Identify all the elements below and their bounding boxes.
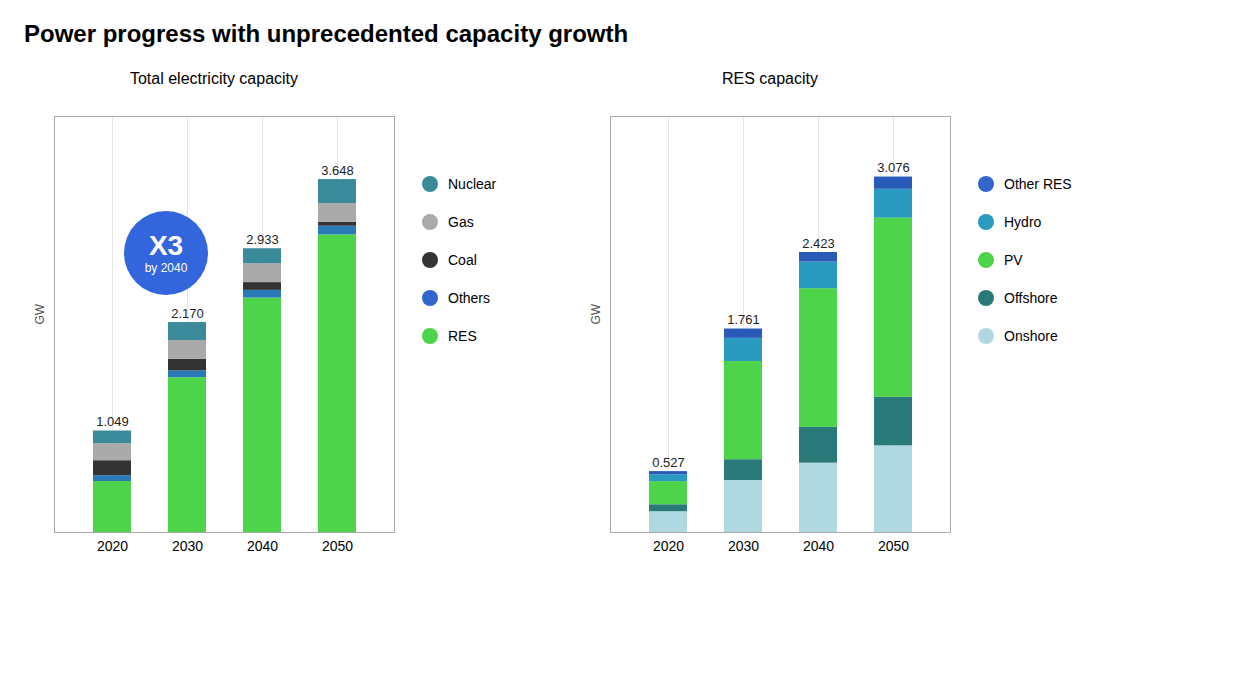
svg-text:2040: 2040	[803, 538, 834, 554]
svg-text:3.648: 3.648	[321, 163, 354, 178]
html-text:PV: PV	[1004, 252, 1023, 268]
svg-text:2020: 2020	[97, 538, 128, 554]
html-text:Others: Others	[448, 290, 490, 306]
html-text:Hydro: Hydro	[1004, 214, 1042, 230]
svg-text:2050: 2050	[322, 538, 353, 554]
html-text:RES: RES	[448, 328, 477, 344]
html-text:Other RES: Other RES	[1004, 176, 1072, 192]
html-text:Onshore: Onshore	[1004, 328, 1058, 344]
svg-text:3.076: 3.076	[877, 160, 910, 175]
svg-text:2.170: 2.170	[171, 306, 204, 321]
svg-text:0.527: 0.527	[652, 455, 685, 470]
svg-text:2040: 2040	[247, 538, 278, 554]
svg-text:2030: 2030	[728, 538, 759, 554]
html-text:Power progress with unpreceden: Power progress with unprecedented capaci…	[24, 20, 629, 47]
svg-text:2030: 2030	[172, 538, 203, 554]
svg-text:GW: GW	[589, 303, 603, 324]
html-text:X3: X3	[148, 230, 184, 262]
html-text:Coal: Coal	[448, 252, 477, 268]
html-text:Gas: Gas	[448, 214, 474, 230]
svg-text:2050: 2050	[878, 538, 909, 554]
html-text:Nuclear: Nuclear	[448, 176, 497, 192]
svg-text:1.049: 1.049	[96, 414, 129, 429]
svg-text:GW: GW	[33, 303, 47, 324]
svg-text:2.933: 2.933	[246, 232, 279, 247]
html-text:Offshore: Offshore	[1004, 290, 1058, 306]
html-text:RES capacity: RES capacity	[722, 70, 818, 87]
svg-text:1.761: 1.761	[727, 312, 760, 327]
svg-text:2.423: 2.423	[802, 236, 835, 251]
html-text:Total electricity capacity: Total electricity capacity	[130, 70, 298, 87]
html-text:by 2040: by 2040	[144, 261, 188, 276]
svg-text:2020: 2020	[653, 538, 684, 554]
